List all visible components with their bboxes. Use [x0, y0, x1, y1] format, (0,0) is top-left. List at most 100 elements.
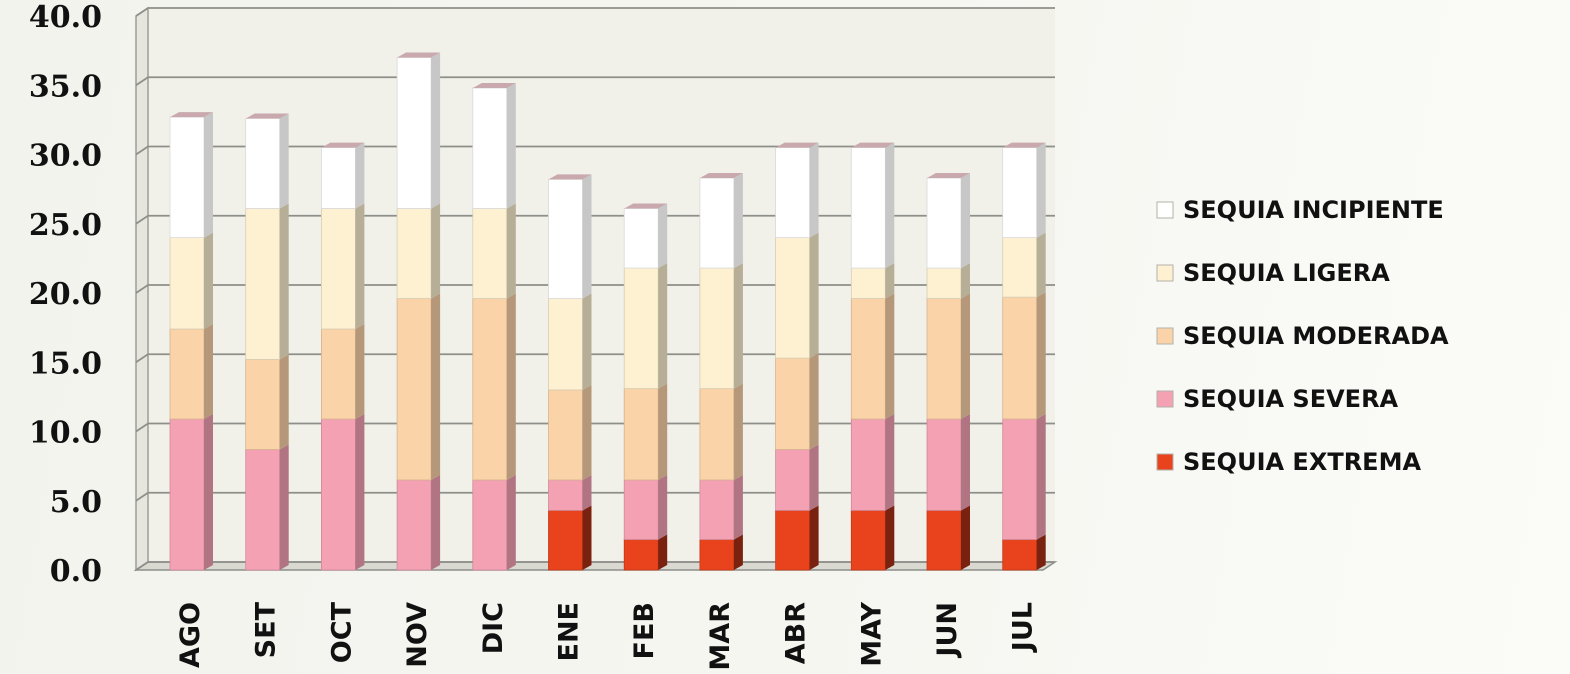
- bar-top: [1002, 142, 1046, 148]
- bar-top: [245, 113, 289, 119]
- x-tick-label: JUL: [1008, 602, 1039, 653]
- bar-segment: [169, 237, 205, 330]
- x-tick-label: JUN: [932, 602, 963, 659]
- bar-segment-side: [885, 293, 895, 420]
- y-tick-label: 10.0: [29, 416, 102, 451]
- bar-segment-side: [355, 142, 365, 209]
- legend-item-label: SEQUIA EXTREMA: [1183, 448, 1421, 476]
- bar-segment-side: [1036, 534, 1046, 570]
- x-tick-label: NOV: [402, 602, 433, 668]
- bar-segment: [396, 479, 432, 571]
- bar-segment-side: [885, 142, 895, 269]
- bar-segment-side: [204, 324, 213, 420]
- bar-segment: [926, 267, 962, 299]
- bar-segment: [926, 177, 962, 269]
- bar-segment: [548, 479, 583, 511]
- bar-segment-side: [1036, 292, 1046, 420]
- bar-top: [170, 112, 213, 118]
- bar-segment: [320, 208, 356, 330]
- bar-segment: [699, 539, 735, 571]
- bar-segment: [926, 418, 962, 511]
- bar-top: [472, 83, 516, 89]
- bar-top: [321, 142, 365, 148]
- bar-top: [851, 142, 895, 148]
- bar-segment-side: [809, 505, 819, 570]
- bar-segment: [472, 87, 508, 209]
- bar-segment: [472, 479, 508, 571]
- legend-swatch: [1156, 264, 1174, 282]
- bar-segment-side: [733, 383, 743, 480]
- y-tick-label: 0.0: [50, 554, 102, 589]
- bar-top: [699, 173, 743, 179]
- gridline: [135, 422, 1055, 433]
- bar-segment: [926, 510, 962, 571]
- bar-segment: [623, 388, 659, 481]
- x-tick-label: ABR: [781, 602, 812, 664]
- bar-segment: [1002, 296, 1038, 420]
- gridline: [135, 76, 1055, 86]
- bar-segment-side: [809, 353, 819, 450]
- bar-segment: [548, 389, 583, 481]
- bar-segment: [699, 388, 735, 481]
- bar-segment: [775, 449, 810, 511]
- bar-segment: [699, 267, 735, 389]
- legend-swatch: [1156, 201, 1174, 219]
- bar-segment-side: [1036, 414, 1046, 540]
- y-tick-label: 25.0: [29, 208, 102, 243]
- bar-segment: [245, 449, 281, 571]
- bar-segment: [850, 510, 886, 571]
- bar-segment-side: [355, 203, 365, 330]
- gridlines: [135, 7, 1055, 571]
- bar-segment-side: [733, 474, 743, 540]
- bar-segment: [169, 418, 205, 571]
- bar-segment: [850, 147, 886, 269]
- bar-segment-side: [1036, 232, 1046, 298]
- bar-segment-side: [582, 474, 592, 511]
- legend: SEQUIA INCIPIENTE SEQUIA LIGERA SEQUIA MOD…: [1156, 196, 1449, 476]
- bar-segment: [472, 298, 508, 481]
- bar-segment-side: [279, 203, 289, 360]
- x-tick-label: OCT: [326, 601, 357, 663]
- y-tick-label: 20.0: [29, 277, 102, 312]
- x-tick-label: AGO: [175, 602, 206, 668]
- bar-segment: [850, 418, 886, 511]
- bar-segment-side: [885, 505, 895, 570]
- bar-segment: [396, 298, 432, 481]
- x-tick-label: MAR: [705, 602, 736, 671]
- bar-segment: [623, 479, 659, 540]
- bar-segment: [548, 298, 583, 391]
- x-tick-label: ENE: [554, 602, 585, 661]
- legend-item-label: SEQUIA LIGERA: [1183, 259, 1390, 287]
- bar-segment-side: [582, 174, 592, 299]
- bar-segment: [775, 237, 810, 359]
- bar-segment-side: [658, 383, 668, 480]
- bar-segment: [320, 418, 356, 571]
- bar-segment-side: [506, 83, 516, 209]
- bar-segment-side: [431, 474, 441, 570]
- bar-segment-side: [885, 414, 895, 511]
- bar-segment-side: [204, 232, 213, 330]
- bar-segment: [850, 298, 886, 420]
- bar-segment-side: [885, 263, 895, 299]
- y-tick-label: 15.0: [29, 346, 102, 381]
- bar-segment: [169, 116, 205, 239]
- bar-segment: [245, 208, 281, 360]
- bar-segment-side: [355, 414, 365, 570]
- bar-segment: [623, 539, 659, 571]
- bar-segment-side: [658, 263, 668, 389]
- bar-segment-side: [582, 293, 592, 390]
- bar-segment-side: [204, 112, 213, 238]
- bar-segment-side: [961, 173, 970, 269]
- bar-segment: [245, 118, 281, 209]
- bar-top: [397, 52, 441, 58]
- x-tick-label: FEB: [629, 602, 660, 659]
- bar-segment: [623, 208, 659, 269]
- legend-item-label: SEQUIA MODERADA: [1183, 322, 1449, 350]
- bar-segment-side: [809, 232, 819, 359]
- bar-segment-side: [733, 263, 743, 389]
- bar-segment-side: [506, 293, 516, 480]
- bar-segment: [699, 479, 735, 540]
- bar-top: [775, 142, 819, 148]
- bar-segment-side: [582, 505, 592, 570]
- y-tick-label: 5.0: [50, 485, 102, 520]
